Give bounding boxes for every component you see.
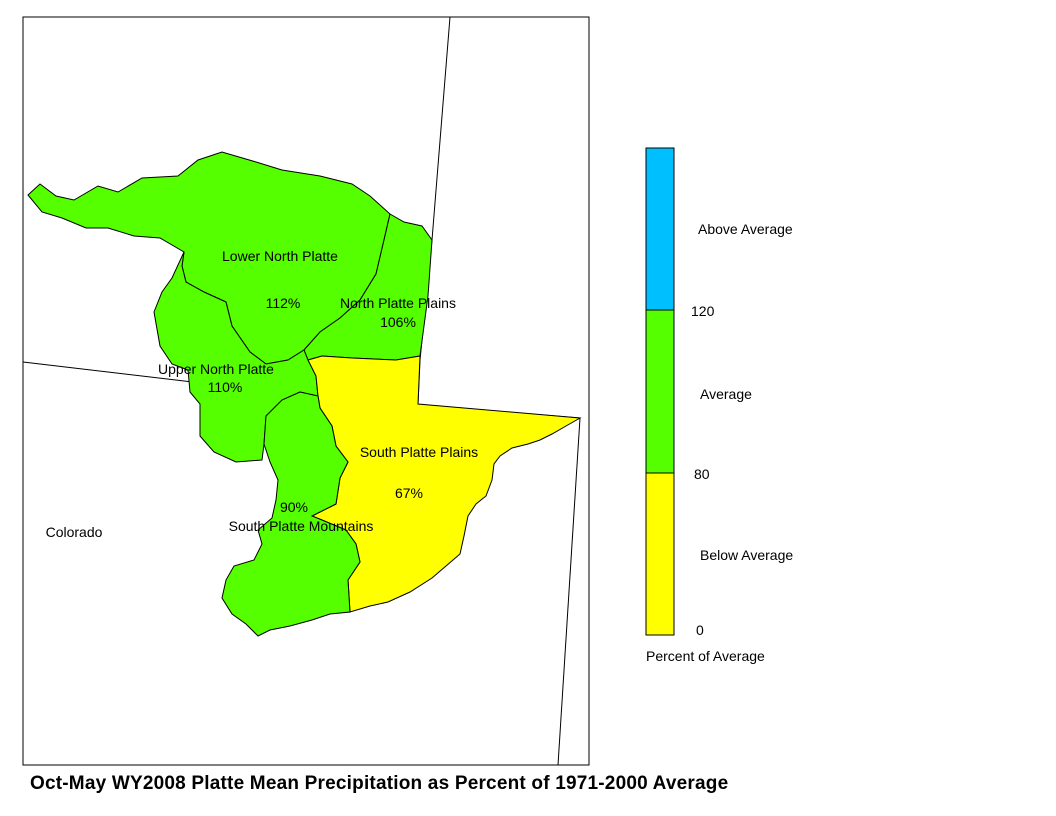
- value-lower-north-platte: 112%: [266, 295, 301, 311]
- label-south-platte-plains: South Platte Plains: [360, 444, 478, 460]
- label-colorado: Colorado: [46, 524, 103, 540]
- value-south-platte-mountains: 90%: [280, 499, 308, 515]
- legend: Above Average Average Below Average 120 …: [645, 147, 793, 664]
- map-frame: [22, 16, 590, 766]
- legend-label-above: Above Average: [698, 221, 793, 237]
- colorado-nebraska-border: [557, 417, 581, 766]
- legend-tick-80: 80: [694, 466, 710, 482]
- legend-tick-120: 120: [691, 303, 715, 319]
- label-north-platte-plains: North Platte Plains: [340, 295, 456, 311]
- legend-swatch-average: [645, 309, 675, 474]
- legend-tick-0: 0: [696, 622, 704, 638]
- legend-swatch-below: [645, 472, 675, 636]
- label-south-platte-mountains: South Platte Mountains: [229, 518, 374, 534]
- label-lower-north-platte: Lower North Platte: [222, 248, 338, 264]
- map-title: Oct-May WY2008 Platte Mean Precipitation…: [30, 773, 729, 794]
- basin-labels: Lower North Platte 112% North Platte Pla…: [46, 248, 479, 540]
- wyoming-nebraska-border: [417, 16, 451, 405]
- legend-label-average: Average: [700, 386, 752, 402]
- value-north-platte-plains: 106%: [380, 314, 416, 330]
- legend-swatch-above: [645, 147, 675, 311]
- value-upper-north-platte: 110%: [208, 379, 243, 395]
- label-upper-north-platte: Upper North Platte: [158, 361, 274, 377]
- basins: [27, 151, 582, 637]
- basin-south-platte-mountains: [221, 391, 361, 637]
- legend-title: Percent of Average: [646, 648, 765, 664]
- value-south-platte-plains: 67%: [395, 485, 423, 501]
- legend-label-below: Below Average: [700, 547, 793, 563]
